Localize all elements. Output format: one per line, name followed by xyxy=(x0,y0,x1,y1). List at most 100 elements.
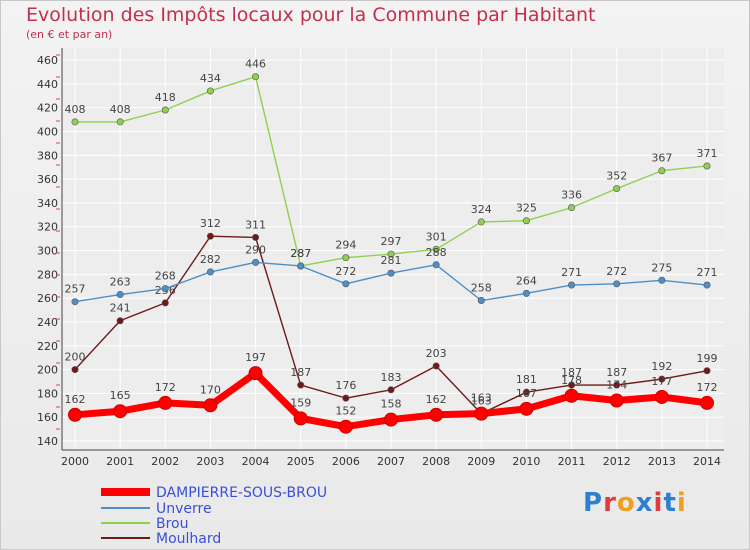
plot-area xyxy=(62,48,724,450)
y-tick-label: 280 xyxy=(37,268,58,281)
data-label: 163 xyxy=(471,395,492,408)
data-label: 352 xyxy=(606,170,627,183)
data-label: 301 xyxy=(426,230,447,243)
data-label: 187 xyxy=(290,366,311,379)
data-point xyxy=(613,280,621,288)
data-label: 336 xyxy=(561,189,582,202)
data-label: 324 xyxy=(471,203,492,216)
data-label: 268 xyxy=(155,270,176,283)
y-tick-label: 440 xyxy=(37,78,58,91)
data-point xyxy=(161,299,169,307)
legend-label: DAMPIERRE-SOUS-BROU xyxy=(156,485,327,501)
data-label: 187 xyxy=(606,366,627,379)
data-label: 177 xyxy=(651,375,672,388)
chart-subtitle: (en € et par an) xyxy=(26,28,113,41)
x-tick-label: 2014 xyxy=(693,455,721,468)
data-label: 258 xyxy=(471,282,492,295)
data-label: 176 xyxy=(335,379,356,392)
y-tick-label: 180 xyxy=(37,387,58,400)
data-point xyxy=(522,388,530,396)
data-label: 367 xyxy=(651,152,672,165)
data-point xyxy=(116,118,124,126)
x-tick-label: 2010 xyxy=(512,455,540,468)
data-point xyxy=(568,381,576,389)
data-label: 170 xyxy=(200,383,221,396)
data-point xyxy=(568,204,576,212)
data-point xyxy=(654,389,669,404)
data-point xyxy=(703,162,711,170)
data-label: 181 xyxy=(516,373,537,386)
data-label: 152 xyxy=(335,405,356,418)
data-label: 162 xyxy=(426,393,447,406)
chart-title: Evolution des Impôts locaux pour la Comm… xyxy=(26,4,596,26)
data-label: 263 xyxy=(110,276,131,289)
y-tick-label: 460 xyxy=(37,54,58,67)
data-point xyxy=(293,411,308,426)
x-tick-label: 2002 xyxy=(151,455,179,468)
data-label: 272 xyxy=(606,265,627,278)
y-tick-label: 400 xyxy=(37,125,58,138)
data-point xyxy=(297,262,305,270)
data-label: 272 xyxy=(335,265,356,278)
legend-label: Moulhard xyxy=(156,531,221,547)
data-label: 200 xyxy=(65,351,86,364)
data-label: 264 xyxy=(516,274,537,287)
data-label: 172 xyxy=(155,381,176,394)
data-label: 187 xyxy=(561,366,582,379)
x-tick-label: 2013 xyxy=(648,455,676,468)
data-point xyxy=(68,407,82,422)
data-point xyxy=(474,406,489,421)
y-tick-label: 160 xyxy=(37,411,58,424)
data-label: 290 xyxy=(245,243,266,256)
data-label: 257 xyxy=(65,283,86,296)
data-label: 325 xyxy=(516,202,537,215)
data-point xyxy=(158,395,173,410)
data-point xyxy=(161,285,169,293)
data-point xyxy=(116,291,124,299)
data-point xyxy=(342,254,350,262)
data-point xyxy=(609,393,624,408)
x-tick-label: 2003 xyxy=(196,455,224,468)
data-point xyxy=(206,87,214,95)
x-tick-label: 2009 xyxy=(467,455,495,468)
data-label: 158 xyxy=(381,398,402,411)
data-point xyxy=(522,217,530,225)
x-tick-label: 2005 xyxy=(287,455,315,468)
data-label: 287 xyxy=(290,247,311,260)
data-point xyxy=(384,412,398,427)
data-point xyxy=(206,268,214,276)
data-label: 271 xyxy=(697,266,718,279)
data-point xyxy=(206,232,214,240)
data-point xyxy=(342,394,350,402)
data-point xyxy=(71,366,79,374)
data-label: 311 xyxy=(245,218,266,231)
x-tick-label: 2011 xyxy=(558,455,586,468)
data-point xyxy=(71,298,79,306)
data-label: 282 xyxy=(200,253,221,266)
data-label: 197 xyxy=(245,351,266,364)
legend-label: Unverre xyxy=(156,501,212,517)
y-tick-label: 220 xyxy=(37,340,58,353)
data-label: 241 xyxy=(110,302,131,315)
y-tick-label: 140 xyxy=(37,435,58,448)
data-label: 165 xyxy=(110,389,131,402)
y-tick-label: 300 xyxy=(37,245,58,258)
data-point xyxy=(700,395,714,410)
data-point xyxy=(568,281,576,289)
data-point xyxy=(338,419,353,434)
data-label: 167 xyxy=(516,387,537,400)
y-tick-label: 360 xyxy=(37,173,58,186)
x-tick-label: 2006 xyxy=(332,455,360,468)
data-label: 408 xyxy=(110,103,131,116)
data-point xyxy=(387,269,395,277)
data-point xyxy=(297,381,305,389)
y-tick-label: 260 xyxy=(37,292,58,305)
data-point xyxy=(116,317,124,325)
data-label: 446 xyxy=(245,58,266,71)
data-point xyxy=(113,404,128,419)
y-tick-label: 380 xyxy=(37,149,58,162)
data-point xyxy=(161,106,169,114)
data-point xyxy=(658,167,666,175)
data-label: 174 xyxy=(606,379,627,392)
